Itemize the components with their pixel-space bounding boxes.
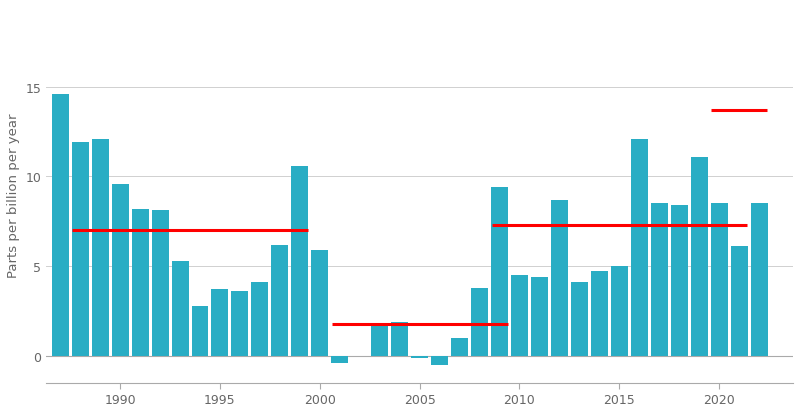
Bar: [211, 290, 229, 356]
Bar: [591, 272, 608, 356]
Bar: [92, 139, 109, 356]
Bar: [311, 250, 328, 356]
Bar: [391, 322, 408, 356]
Bar: [231, 292, 249, 356]
Bar: [471, 288, 488, 356]
Bar: [750, 204, 767, 356]
Bar: [511, 275, 528, 356]
Bar: [191, 306, 209, 356]
Bar: [631, 139, 648, 356]
Bar: [112, 184, 129, 356]
Bar: [132, 209, 149, 356]
Bar: [491, 188, 508, 356]
Bar: [371, 323, 388, 356]
Bar: [730, 247, 748, 356]
Bar: [650, 204, 668, 356]
Bar: [531, 277, 548, 356]
Bar: [291, 166, 308, 356]
Bar: [271, 245, 288, 356]
Bar: [611, 266, 628, 356]
Bar: [72, 143, 89, 356]
Bar: [710, 204, 728, 356]
Bar: [551, 200, 568, 356]
Bar: [151, 211, 169, 356]
Bar: [431, 356, 448, 365]
Bar: [251, 282, 268, 356]
Bar: [411, 356, 428, 358]
Y-axis label: Parts per billion per year: Parts per billion per year: [7, 113, 20, 277]
Bar: [451, 338, 468, 356]
Bar: [690, 157, 708, 356]
Bar: [331, 356, 348, 363]
Bar: [52, 95, 69, 356]
Bar: [571, 282, 588, 356]
Bar: [171, 261, 189, 356]
Bar: [670, 206, 688, 356]
